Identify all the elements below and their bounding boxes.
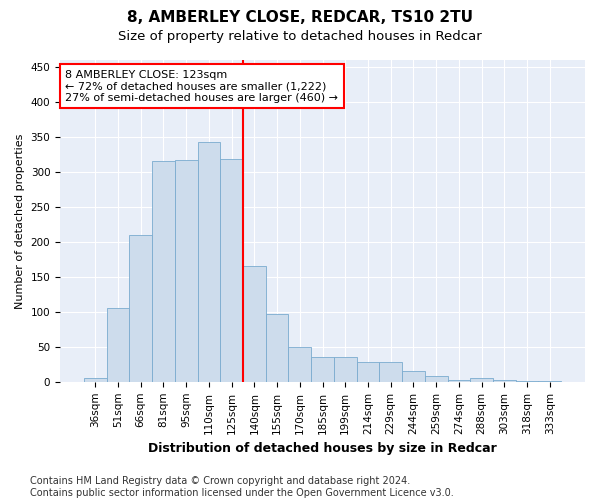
Bar — [107, 308, 130, 382]
Text: Contains HM Land Registry data © Crown copyright and database right 2024.
Contai: Contains HM Land Registry data © Crown c… — [30, 476, 454, 498]
Bar — [470, 378, 493, 382]
Text: 8, AMBERLEY CLOSE, REDCAR, TS10 2TU: 8, AMBERLEY CLOSE, REDCAR, TS10 2TU — [127, 10, 473, 25]
Bar — [220, 160, 243, 382]
Bar — [448, 380, 470, 382]
Bar — [425, 376, 448, 382]
Bar — [402, 372, 425, 382]
Bar — [493, 380, 515, 382]
Bar — [130, 235, 152, 382]
Bar — [289, 347, 311, 382]
Bar — [84, 378, 107, 382]
Bar — [515, 381, 538, 382]
Bar — [152, 162, 175, 382]
Bar — [197, 142, 220, 382]
Text: 8 AMBERLEY CLOSE: 123sqm
← 72% of detached houses are smaller (1,222)
27% of sem: 8 AMBERLEY CLOSE: 123sqm ← 72% of detach… — [65, 70, 338, 103]
Bar — [334, 358, 356, 382]
X-axis label: Distribution of detached houses by size in Redcar: Distribution of detached houses by size … — [148, 442, 497, 455]
Bar — [266, 314, 289, 382]
Bar — [538, 381, 561, 382]
Bar — [175, 160, 197, 382]
Bar — [243, 266, 266, 382]
Bar — [379, 362, 402, 382]
Bar — [356, 362, 379, 382]
Text: Size of property relative to detached houses in Redcar: Size of property relative to detached ho… — [118, 30, 482, 43]
Bar — [311, 358, 334, 382]
Y-axis label: Number of detached properties: Number of detached properties — [15, 133, 25, 308]
